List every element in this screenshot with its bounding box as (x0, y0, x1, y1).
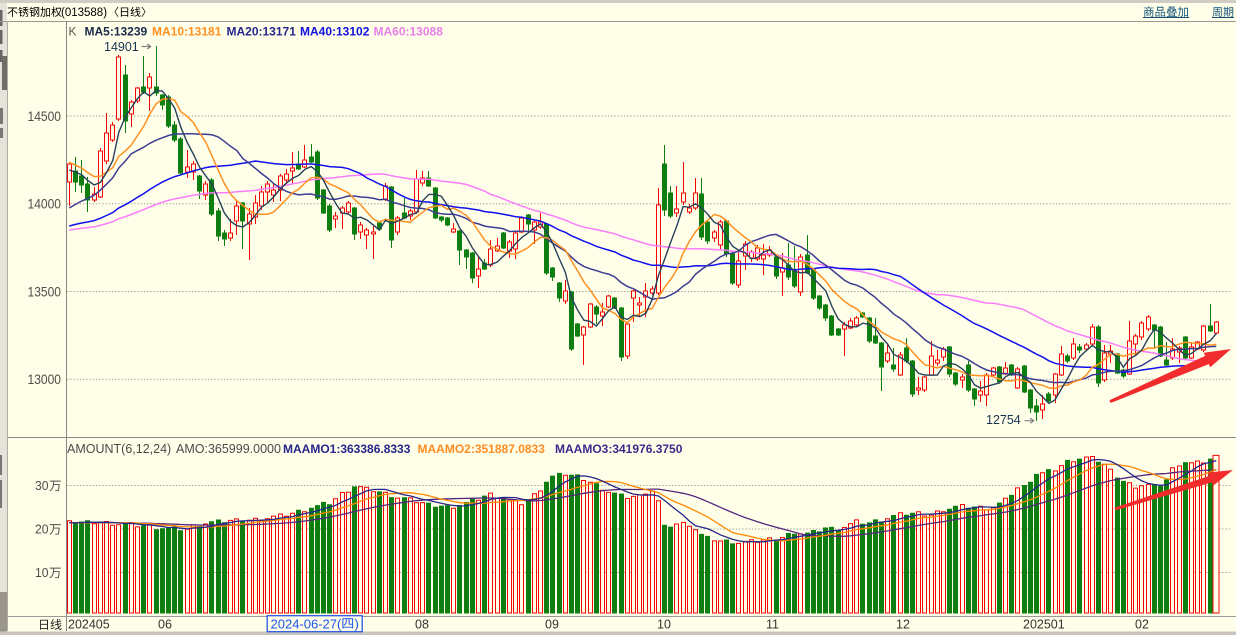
svg-text:MA20:13171: MA20:13171 (227, 25, 297, 39)
svg-text:14000: 14000 (28, 197, 62, 212)
svg-text:11: 11 (766, 618, 779, 632)
svg-text:10: 10 (657, 618, 671, 632)
svg-text:14901: 14901 (104, 40, 139, 54)
svg-text:13000: 13000 (28, 372, 62, 387)
svg-text:08: 08 (415, 618, 429, 632)
svg-text:30: 30 (35, 478, 49, 493)
svg-text:K: K (69, 25, 77, 39)
svg-text:12: 12 (896, 618, 910, 632)
svg-text:09: 09 (545, 618, 559, 632)
svg-text:202405: 202405 (68, 618, 110, 632)
svg-text:2024-06-27(: 2024-06-27( (271, 617, 342, 632)
svg-text:MA40:13102: MA40:13102 (300, 25, 370, 39)
svg-text:06: 06 (158, 618, 172, 632)
svg-text:AMO:365999.0000: AMO:365999.0000 (176, 442, 281, 456)
svg-text:12754: 12754 (986, 413, 1021, 427)
svg-text:MA10:13181: MA10:13181 (152, 25, 222, 39)
svg-text:13500: 13500 (28, 284, 62, 299)
svg-text:(013588): (013588) (61, 7, 107, 19)
svg-text:20: 20 (35, 522, 49, 537)
svg-text:MAAMO3:341976.3750: MAAMO3:341976.3750 (555, 442, 683, 456)
svg-text:MA60:13088: MA60:13088 (374, 25, 444, 39)
svg-text:MA5:13239: MA5:13239 (85, 25, 148, 39)
svg-text:): ) (355, 617, 359, 632)
svg-text:202501: 202501 (1023, 618, 1065, 632)
svg-text:AMOUNT(6,12,24): AMOUNT(6,12,24) (67, 442, 171, 456)
svg-text:02: 02 (1135, 618, 1149, 632)
svg-text:MAAMO1:363386.8333: MAAMO1:363386.8333 (283, 442, 411, 456)
svg-text:14500: 14500 (28, 109, 62, 124)
svg-text:10: 10 (35, 565, 49, 580)
svg-text:MAAMO2:351887.0833: MAAMO2:351887.0833 (418, 442, 546, 456)
